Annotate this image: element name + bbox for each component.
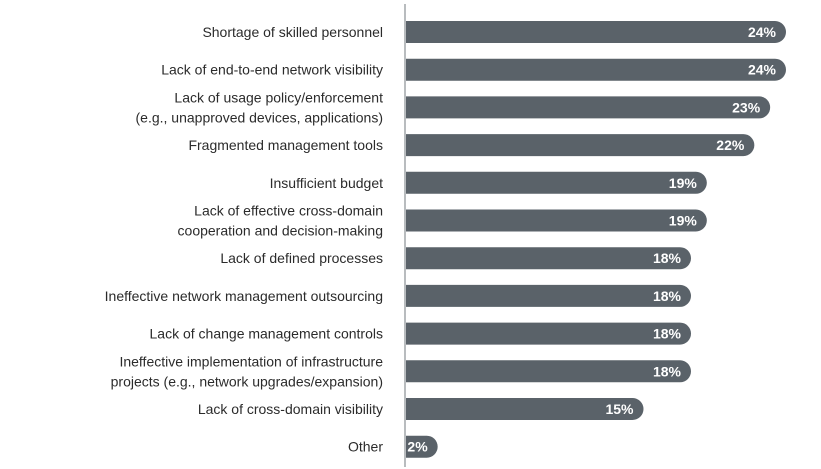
bar [406,58,786,81]
category-tick-label: Lack of cross-domain visibility [198,401,383,417]
data-label: 15% [605,401,634,417]
category-tick-label: Ineffective implementation of infrastruc… [119,353,383,369]
data-label: 18% [653,363,682,379]
category-tick-label: Lack of usage policy/enforcement [174,89,383,105]
category-tick-label: Insufficient budget [270,175,383,191]
bar [406,171,707,194]
category-tick-label: (e.g., unapproved devices, applications) [136,109,383,125]
bar [406,322,691,345]
bar [406,134,755,157]
category-tick-label: Lack of defined processes [220,250,383,266]
data-label: 19% [669,213,698,229]
data-label: 2% [407,439,428,455]
category-tick-label: Shortage of skilled personnel [202,24,383,40]
category-tick-label: Lack of change management controls [150,326,383,342]
bar [406,209,707,232]
category-tick-label: Lack of effective cross-domain [194,203,383,219]
category-tick-label: Lack of end-to-end network visibility [161,62,383,78]
data-label: 18% [653,250,682,266]
data-label: 24% [748,24,777,40]
category-tick-label: Fragmented management tools [188,137,383,153]
bar [406,360,691,383]
bar [406,284,691,307]
data-label: 18% [653,326,682,342]
bar [406,398,644,420]
data-label: 22% [716,137,745,153]
bars-group: 24% Shortage of skilled personnel 24% Lack … [105,21,786,458]
bar [406,96,771,119]
bar [406,21,786,43]
data-label: 19% [669,175,698,191]
category-tick-label: Other [348,439,383,455]
category-tick-label: cooperation and decision-making [178,223,383,239]
data-label: 23% [732,99,761,115]
data-label: 18% [653,288,682,304]
data-label: 24% [748,62,777,78]
bar [406,435,438,458]
category-tick-label: Ineffective network management outsourci… [105,288,383,304]
bar [406,247,691,270]
category-tick-label: projects (e.g., network upgrades/expansi… [111,373,383,389]
